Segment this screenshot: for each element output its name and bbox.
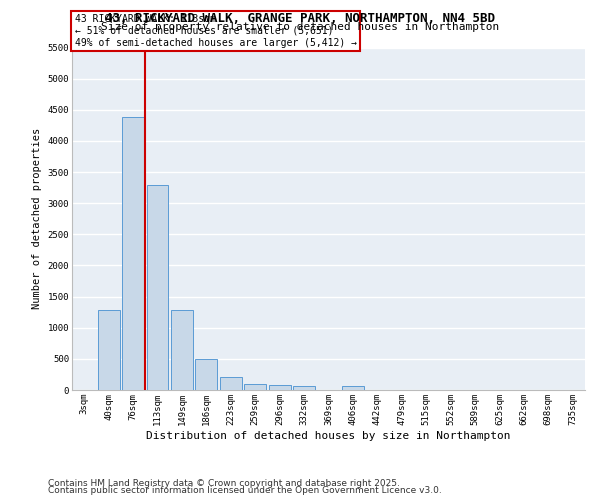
Text: 43 RICKYARD WALK: 113sqm
← 51% of detached houses are smaller (5,651)
49% of sem: 43 RICKYARD WALK: 113sqm ← 51% of detach… <box>74 14 356 48</box>
Text: Contains HM Land Registry data © Crown copyright and database right 2025.: Contains HM Land Registry data © Crown c… <box>48 478 400 488</box>
Text: Contains public sector information licensed under the Open Government Licence v3: Contains public sector information licen… <box>48 486 442 495</box>
Bar <box>244 384 266 390</box>
Bar <box>293 386 315 390</box>
Text: 43, RICKYARD WALK, GRANGE PARK, NORTHAMPTON, NN4 5BD: 43, RICKYARD WALK, GRANGE PARK, NORTHAMP… <box>105 12 495 26</box>
Bar <box>122 117 144 390</box>
Bar <box>171 310 193 390</box>
Bar <box>269 386 290 390</box>
Bar <box>220 376 242 390</box>
Bar <box>98 310 119 390</box>
Bar <box>196 359 217 390</box>
Bar <box>146 184 169 390</box>
Y-axis label: Number of detached properties: Number of detached properties <box>32 128 42 310</box>
Text: Size of property relative to detached houses in Northampton: Size of property relative to detached ho… <box>101 22 499 32</box>
X-axis label: Distribution of detached houses by size in Northampton: Distribution of detached houses by size … <box>146 430 511 440</box>
Bar <box>342 386 364 390</box>
